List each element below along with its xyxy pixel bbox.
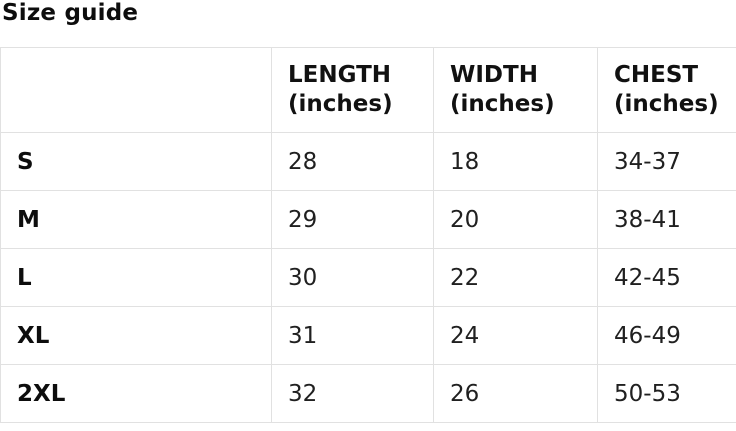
column-header-chest: CHEST (inches) xyxy=(597,47,736,133)
table-row-m: M 29 20 38-41 xyxy=(0,190,736,249)
chest-cell: 38-41 xyxy=(597,190,736,249)
size-label-cell: XL xyxy=(0,306,272,365)
chest-cell: 42-45 xyxy=(597,248,736,307)
column-header-width: WIDTH (inches) xyxy=(433,47,598,133)
size-label-cell: 2XL xyxy=(0,364,272,423)
table-body: S 28 18 34-37 M 29 20 38-41 L 30 22 42-4… xyxy=(0,132,736,423)
table-row-l: L 30 22 42-45 xyxy=(0,248,736,307)
length-cell: 31 xyxy=(271,306,434,365)
length-cell: 32 xyxy=(271,364,434,423)
page-title: Size guide xyxy=(2,0,139,26)
table-row-xl: XL 31 24 46-49 xyxy=(0,306,736,365)
size-label-cell: L xyxy=(0,248,272,307)
chest-cell: 34-37 xyxy=(597,132,736,191)
length-cell: 29 xyxy=(271,190,434,249)
width-cell: 26 xyxy=(433,364,598,423)
width-cell: 22 xyxy=(433,248,598,307)
width-cell: 24 xyxy=(433,306,598,365)
column-header-length: LENGTH (inches) xyxy=(271,47,434,133)
length-cell: 28 xyxy=(271,132,434,191)
table-row-s: S 28 18 34-37 xyxy=(0,132,736,191)
chest-cell: 46-49 xyxy=(597,306,736,365)
width-cell: 20 xyxy=(433,190,598,249)
width-cell: 18 xyxy=(433,132,598,191)
header-row: LENGTH (inches) WIDTH (inches) CHEST (in… xyxy=(0,47,736,133)
chest-cell: 50-53 xyxy=(597,364,736,423)
table-header: LENGTH (inches) WIDTH (inches) CHEST (in… xyxy=(0,47,736,133)
size-guide-table: LENGTH (inches) WIDTH (inches) CHEST (in… xyxy=(0,47,736,423)
column-header-empty xyxy=(0,47,272,133)
length-cell: 30 xyxy=(271,248,434,307)
size-label-cell: S xyxy=(0,132,272,191)
size-label-cell: M xyxy=(0,190,272,249)
table-row-2xl: 2XL 32 26 50-53 xyxy=(0,364,736,423)
